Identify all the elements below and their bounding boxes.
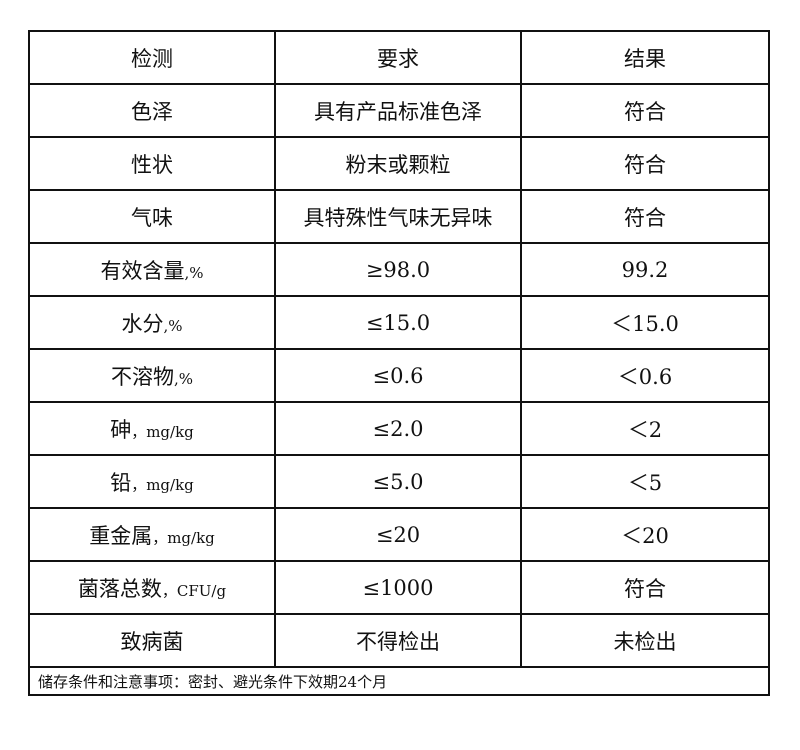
result-cell: 99.2 — [520, 242, 770, 297]
requirement-cell: 具特殊性气味无异味 — [274, 189, 522, 244]
item-name: 性状 — [131, 152, 173, 177]
header-requirement: 要求 — [274, 30, 522, 85]
test-item: 重金属，mg/kg — [28, 507, 276, 562]
test-item: 不溶物,% — [28, 348, 276, 403]
table-row: 水分,% ≤15.0 ＜15.0 — [28, 295, 770, 350]
test-item: 有效含量,% — [28, 242, 276, 297]
table-row: 气味 具特殊性气味无异味 符合 — [28, 189, 770, 244]
table-row: 砷，mg/kg ≤2.0 ＜2 — [28, 401, 770, 456]
item-name: 重金属 — [89, 523, 153, 548]
requirement-cell: ≤15.0 — [274, 295, 522, 350]
result-cell: 符合 — [520, 189, 770, 244]
table-row: 有效含量,% ≥98.0 99.2 — [28, 242, 770, 297]
table-row: 色泽 具有产品标准色泽 符合 — [28, 83, 770, 138]
item-name: 不溶物 — [110, 364, 174, 389]
table-row: 铅，mg/kg ≤5.0 ＜5 — [28, 454, 770, 509]
result-cell: ＜2 — [520, 401, 770, 456]
item-unit: ,% — [184, 263, 204, 282]
header-test: 检测 — [28, 30, 276, 85]
requirement-cell: ≤0.6 — [274, 348, 522, 403]
requirement-cell: 不得检出 — [274, 613, 522, 668]
item-unit: ，mg/kg — [152, 528, 215, 547]
header-result: 结果 — [520, 30, 770, 85]
test-item: 色泽 — [28, 83, 276, 138]
item-name: 有效含量 — [100, 258, 185, 283]
item-name: 色泽 — [131, 99, 173, 124]
item-name: 铅 — [110, 470, 132, 495]
item-unit: ，mg/kg — [131, 475, 194, 494]
item-unit: ，mg/kg — [131, 422, 194, 441]
header-row: 检测 要求 结果 — [28, 30, 770, 85]
test-item: 菌落总数，CFU/g — [28, 560, 276, 615]
result-cell: ＜5 — [520, 454, 770, 509]
table-row: 重金属，mg/kg ≤20 ＜20 — [28, 507, 770, 562]
table-row: 菌落总数，CFU/g ≤1000 符合 — [28, 560, 770, 615]
item-name: 致病菌 — [120, 629, 184, 654]
result-cell: 符合 — [520, 136, 770, 191]
test-item: 致病菌 — [28, 613, 276, 668]
test-item: 水分,% — [28, 295, 276, 350]
test-item: 气味 — [28, 189, 276, 244]
table-row: 性状 粉末或颗粒 符合 — [28, 136, 770, 191]
test-item: 砷，mg/kg — [28, 401, 276, 456]
requirement-cell: ≥98.0 — [274, 242, 522, 297]
requirement-cell: ≤20 — [274, 507, 522, 562]
inspection-table: 检测 要求 结果 色泽 具有产品标准色泽 符合 性状 粉末或颗粒 符合 气味 具特殊… — [28, 30, 770, 696]
requirement-cell: 具有产品标准色泽 — [274, 83, 522, 138]
table-row: 不溶物,% ≤0.6 ＜0.6 — [28, 348, 770, 403]
result-cell: 符合 — [520, 83, 770, 138]
item-unit: ,% — [163, 316, 183, 335]
item-unit: ,% — [173, 369, 194, 388]
result-cell: ＜15.0 — [520, 295, 770, 350]
table-row: 致病菌 不得检出 未检出 — [28, 613, 770, 668]
footer-row: 储存条件和注意事项：密封、避光条件下效期24个月 — [28, 666, 770, 696]
requirement-cell: ≤5.0 — [274, 454, 522, 509]
item-name: 气味 — [131, 205, 173, 230]
requirement-cell: 粉末或颗粒 — [274, 136, 522, 191]
item-unit: ，CFU/g — [161, 581, 227, 600]
storage-note: 储存条件和注意事项：密封、避光条件下效期24个月 — [28, 666, 770, 696]
requirement-cell: ≤2.0 — [274, 401, 522, 456]
test-item: 铅，mg/kg — [28, 454, 276, 509]
item-name: 水分 — [121, 311, 164, 336]
result-cell: ＜0.6 — [520, 348, 770, 403]
requirement-cell: ≤1000 — [274, 560, 522, 615]
result-cell: ＜20 — [520, 507, 770, 562]
item-name: 砷 — [110, 417, 132, 442]
result-cell: 未检出 — [520, 613, 770, 668]
test-item: 性状 — [28, 136, 276, 191]
result-cell: 符合 — [520, 560, 770, 615]
item-name: 菌落总数 — [77, 576, 162, 601]
